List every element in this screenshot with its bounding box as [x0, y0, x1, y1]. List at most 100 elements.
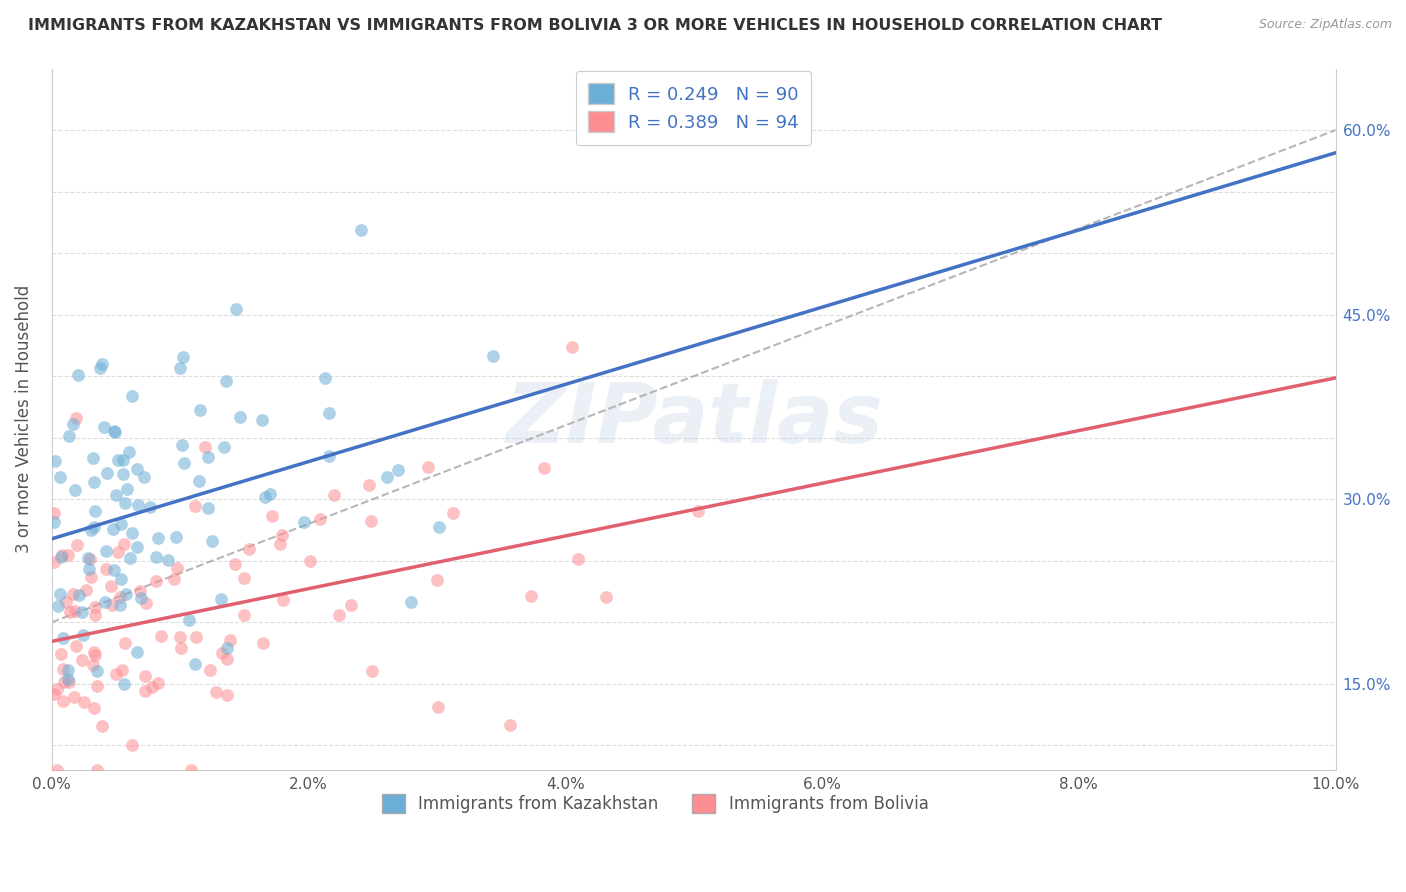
Point: [533, 461, 555, 475]
Point: [114, 496, 136, 510]
Point: [73, 695, 96, 709]
Point: [132, 470, 155, 484]
Point: [328, 607, 350, 622]
Point: [84, 504, 107, 518]
Point: [96, 562, 118, 576]
Point: [104, 487, 127, 501]
Point: [134, 669, 156, 683]
Point: [48, 470, 70, 484]
Point: [82, 451, 104, 466]
Point: [427, 700, 450, 714]
Point: [375, 470, 398, 484]
Point: [360, 664, 382, 678]
Point: [499, 717, 522, 731]
Point: [111, 452, 134, 467]
Point: [250, 412, 273, 426]
Point: [165, 530, 187, 544]
Point: [169, 631, 191, 645]
Point: [269, 537, 291, 551]
Point: [135, 595, 157, 609]
Point: [156, 553, 179, 567]
Point: [121, 389, 143, 403]
Point: [260, 509, 283, 524]
Point: [318, 406, 340, 420]
Point: [180, 763, 202, 777]
Point: [86, 679, 108, 693]
Point: [80, 523, 103, 537]
Point: [107, 452, 129, 467]
Point: [45, 763, 67, 777]
Point: [55, 595, 77, 609]
Point: [103, 563, 125, 577]
Point: [139, 500, 162, 515]
Point: [52, 662, 75, 676]
Point: [108, 590, 131, 604]
Point: [118, 551, 141, 566]
Point: [441, 506, 464, 520]
Point: [224, 558, 246, 572]
Point: [121, 526, 143, 541]
Point: [145, 574, 167, 588]
Point: [103, 424, 125, 438]
Point: [271, 528, 294, 542]
Point: [83, 645, 105, 659]
Point: [127, 540, 149, 554]
Point: [183, 499, 205, 513]
Point: [44, 555, 66, 569]
Point: [238, 541, 260, 556]
Point: [115, 483, 138, 497]
Point: [273, 592, 295, 607]
Point: [110, 598, 132, 612]
Point: [259, 487, 281, 501]
Point: [232, 571, 254, 585]
Point: [219, 632, 242, 647]
Point: [58, 674, 80, 689]
Point: [90, 719, 112, 733]
Point: [350, 223, 373, 237]
Point: [205, 685, 228, 699]
Point: [188, 403, 211, 417]
Point: [104, 425, 127, 439]
Point: [111, 663, 134, 677]
Point: [58, 605, 80, 619]
Point: [46, 599, 69, 613]
Point: [100, 580, 122, 594]
Point: [169, 360, 191, 375]
Point: [49, 549, 72, 564]
Point: [252, 635, 274, 649]
Point: [141, 680, 163, 694]
Point: [65, 411, 87, 425]
Point: [520, 589, 543, 603]
Point: [49, 587, 72, 601]
Point: [401, 595, 423, 609]
Point: [308, 512, 330, 526]
Point: [51, 548, 73, 562]
Point: [103, 522, 125, 536]
Point: [232, 607, 254, 622]
Point: [49, 647, 72, 661]
Point: [211, 646, 233, 660]
Point: [292, 515, 315, 529]
Point: [44, 687, 66, 701]
Point: [86, 664, 108, 678]
Point: [56, 672, 79, 686]
Point: [170, 640, 193, 655]
Point: [481, 349, 503, 363]
Point: [418, 460, 440, 475]
Point: [145, 549, 167, 564]
Point: [173, 456, 195, 470]
Point: [77, 562, 100, 576]
Point: [357, 478, 380, 492]
Point: [114, 586, 136, 600]
Point: [198, 663, 221, 677]
Legend: Immigrants from Kazakhstan, Immigrants from Bolivia: Immigrants from Kazakhstan, Immigrants f…: [370, 782, 941, 825]
Point: [52, 675, 75, 690]
Point: [58, 429, 80, 443]
Point: [127, 461, 149, 475]
Point: [63, 604, 86, 618]
Point: [112, 537, 135, 551]
Point: [194, 440, 217, 454]
Point: [561, 340, 583, 354]
Point: [186, 630, 208, 644]
Point: [63, 690, 86, 704]
